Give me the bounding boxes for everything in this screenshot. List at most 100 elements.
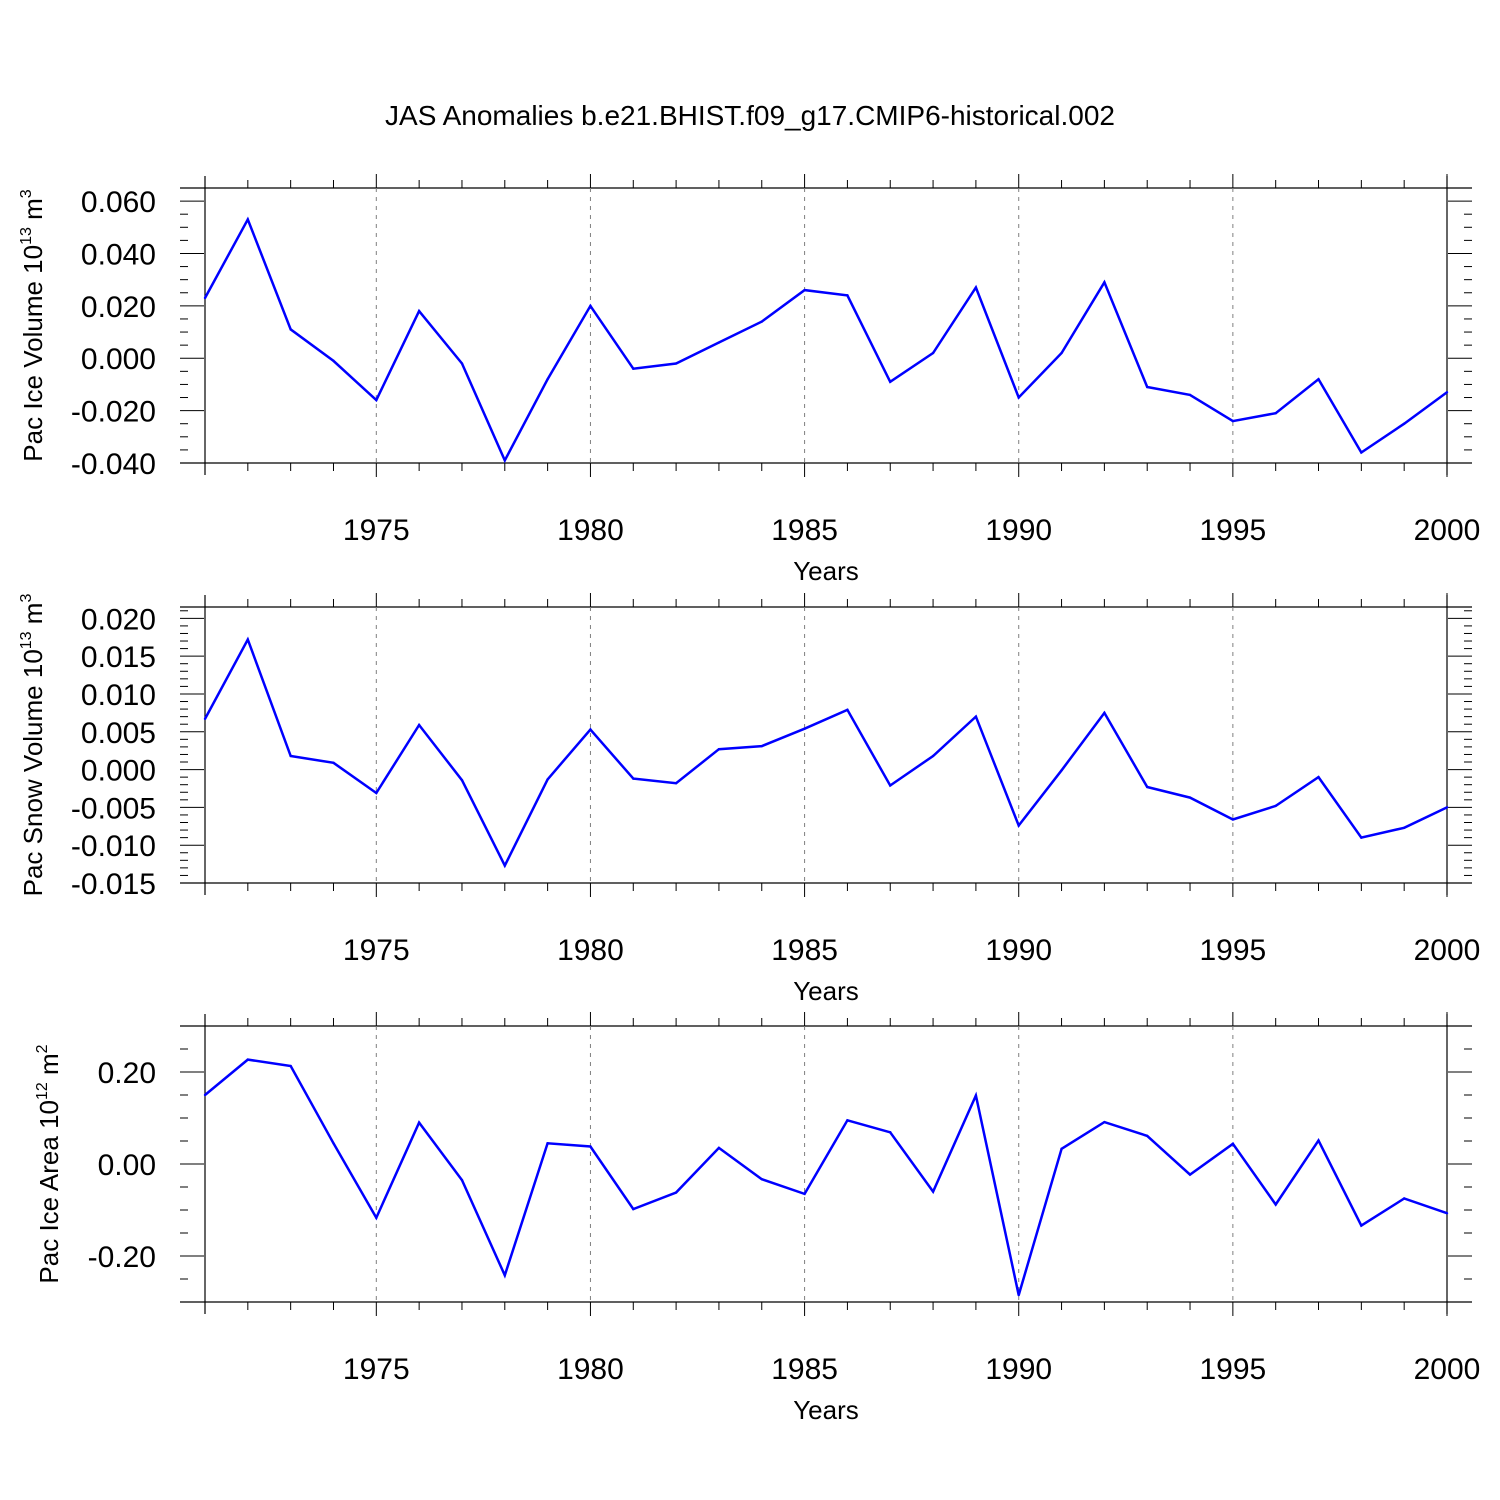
- panels: 1975 1980 1985 1990 1995 2000 Years -0.040 -0.02…: [18, 174, 1480, 1425]
- x-axis-label: Years: [793, 976, 859, 1006]
- data-point: [1017, 824, 1020, 827]
- x-axis-label: Years: [793, 556, 859, 586]
- data-point: [931, 351, 935, 355]
- data-point: [717, 747, 721, 751]
- data-point: [1445, 806, 1449, 809]
- data-point: [289, 754, 292, 758]
- data-point: [1274, 1203, 1277, 1206]
- x-tick-label: 1980: [557, 1353, 624, 1386]
- data-point: [375, 398, 378, 402]
- data-point: [589, 304, 592, 308]
- data-point: [1146, 385, 1149, 389]
- data-point: [460, 362, 464, 365]
- data-point: [1360, 836, 1363, 839]
- series-line-1: [203, 216, 1448, 464]
- data-point: [674, 1191, 678, 1194]
- data-point: [1231, 1142, 1235, 1145]
- data-point: [246, 1058, 250, 1061]
- x-tick-label: 1975: [343, 514, 410, 547]
- data-point: [931, 1190, 935, 1193]
- y-tick-label: -0.015: [71, 868, 156, 901]
- data-point: [1017, 396, 1020, 399]
- y-tick-label: 0.010: [81, 679, 156, 712]
- data-point: [1146, 785, 1149, 789]
- data-point: [1317, 377, 1320, 381]
- data-point: [460, 778, 464, 782]
- data-point: [203, 296, 207, 300]
- data-point: [974, 1094, 978, 1097]
- y-tick-label: 0.040: [81, 238, 156, 271]
- data-point: [760, 320, 763, 323]
- data-point: [632, 367, 635, 370]
- data-point: [1103, 1120, 1106, 1124]
- data-point: [246, 218, 250, 221]
- data-point: [1402, 826, 1406, 829]
- data-point: [1231, 818, 1235, 821]
- y-tick-label: 0.020: [81, 291, 156, 324]
- data-point: [1103, 281, 1106, 284]
- panel-1: 1975 1980 1985 1990 1995 2000 Years -0.040 -0.02…: [18, 174, 1480, 586]
- x-tick-label: 1985: [771, 934, 838, 967]
- y-tick-label: -0.020: [71, 396, 156, 429]
- x-tick-label: 1980: [557, 934, 624, 967]
- y-tick-label: 0.020: [81, 603, 156, 636]
- x-tick-label: 1975: [343, 934, 410, 967]
- data-point: [1445, 391, 1449, 394]
- x-tick-label: 1990: [985, 934, 1052, 967]
- data-point: [846, 708, 849, 712]
- data-point: [803, 1192, 806, 1196]
- data-point: [632, 777, 635, 780]
- data-point: [589, 728, 592, 731]
- data-point: [332, 761, 335, 764]
- data-point: [1402, 1197, 1406, 1200]
- data-point: [1188, 393, 1192, 397]
- data-point: [674, 781, 678, 785]
- data-point: [846, 1119, 849, 1122]
- y-tick-label: 0.00: [98, 1149, 156, 1182]
- data-point: [332, 1142, 335, 1145]
- x-tick-label: 1975: [343, 1353, 410, 1386]
- data-point: [589, 1145, 592, 1148]
- data-point: [375, 1216, 378, 1220]
- data-point: [246, 638, 250, 641]
- data-point: [1360, 451, 1363, 454]
- data-point: [717, 341, 721, 344]
- y-tick-label: 0.060: [81, 186, 156, 219]
- x-tick-label: 1990: [985, 1353, 1052, 1386]
- y-tick-label: -0.005: [71, 792, 156, 825]
- y-axis-label: Pac Ice Volume 1013 m3: [18, 189, 48, 462]
- x-tick-label: 1980: [557, 514, 624, 547]
- data-point: [1360, 1224, 1363, 1227]
- data-point: [203, 717, 207, 721]
- y-tick-label: 0.015: [81, 641, 156, 674]
- x-tick-label: 1995: [1199, 514, 1266, 547]
- y-tick-label: 0.000: [81, 343, 156, 376]
- x-tick-label: 1995: [1199, 1353, 1266, 1386]
- data-point: [803, 288, 806, 292]
- data-point: [674, 362, 678, 365]
- data-point: [1317, 1139, 1320, 1142]
- y-tick-label: 0.000: [81, 755, 156, 788]
- data-point: [760, 1177, 763, 1181]
- x-tick-label: 1990: [985, 514, 1052, 547]
- y-tick-label: -0.010: [71, 830, 156, 863]
- data-point: [632, 1207, 635, 1211]
- figure-title: JAS Anomalies b.e21.BHIST.f09_g17.CMIP6-…: [385, 100, 1115, 131]
- x-tick-label: 1985: [771, 1353, 838, 1386]
- data-point: [332, 359, 335, 363]
- data-point: [1188, 796, 1192, 799]
- data-point: [889, 784, 892, 787]
- data-point: [546, 377, 549, 381]
- data-point: [760, 744, 763, 748]
- data-point: [546, 778, 549, 781]
- panel-2: 1975 1980 1985 1990 1995 2000 Years -0.015 -0.01…: [18, 593, 1480, 1006]
- data-point: [417, 723, 421, 727]
- x-tick-label: 2000: [1414, 934, 1481, 967]
- data-point: [503, 864, 506, 867]
- data-point: [1317, 775, 1320, 779]
- data-point: [417, 1121, 421, 1124]
- data-point: [289, 328, 292, 331]
- data-point: [1017, 1293, 1020, 1297]
- data-point: [1103, 711, 1106, 715]
